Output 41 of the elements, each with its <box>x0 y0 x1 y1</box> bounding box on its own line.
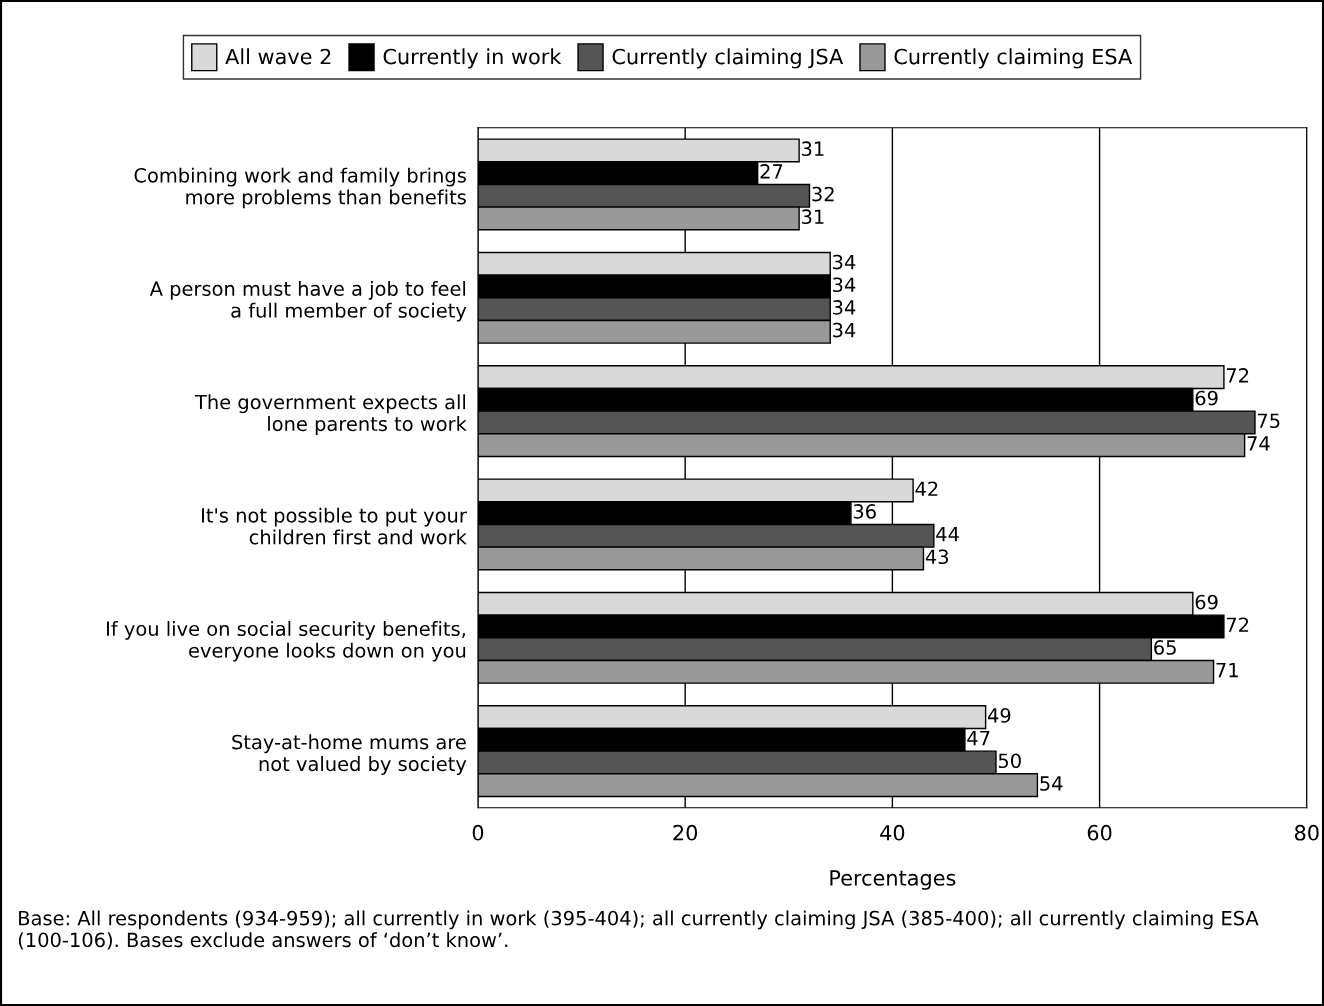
data-label: 65 <box>1154 640 1176 655</box>
x-tick-label: 0 <box>472 824 484 841</box>
legend-label: All wave 2 <box>225 48 331 65</box>
x-tick-label: 60 <box>1087 824 1112 841</box>
data-label: 34 <box>833 277 856 293</box>
data-label: 34 <box>833 322 856 338</box>
y-tick-label: Stay-at-home mums are not valued by society <box>232 734 467 775</box>
data-label: 34 <box>833 254 856 270</box>
y-tick-label: It's not possible to put your children first and work <box>202 507 467 545</box>
y-tick-label: A person must have a job to feel a full member of society <box>149 280 467 322</box>
data-label: 42 <box>915 481 938 496</box>
x-tick-label: 80 <box>1294 824 1319 841</box>
data-label: 69 <box>1195 390 1218 406</box>
data-label: 47 <box>967 731 990 746</box>
data-label: 69 <box>1195 594 1218 610</box>
x-tick-label: 20 <box>673 824 698 841</box>
data-label: 54 <box>1040 776 1063 791</box>
data-label: 44 <box>936 526 959 542</box>
data-label: 72 <box>1226 368 1249 383</box>
data-label: 43 <box>925 549 949 565</box>
x-tick-label: 40 <box>880 824 905 841</box>
legend-label: Currently claiming ESA <box>894 48 1133 69</box>
data-label: 74 <box>1247 436 1270 451</box>
data-label: 27 <box>760 164 783 179</box>
data-label: 34 <box>833 300 856 315</box>
data-label: 72 <box>1226 617 1249 632</box>
data-label: 71 <box>1216 663 1238 678</box>
data-label: 50 <box>998 753 1021 769</box>
data-label: 36 <box>853 504 876 519</box>
legend-label: Currently in work <box>383 48 562 69</box>
y-tick-label: The government expects all lone parents to work <box>194 394 467 435</box>
data-label: 32 <box>812 186 834 202</box>
data-label: 75 <box>1257 413 1280 429</box>
legend-label: Currently claiming JSA <box>612 48 844 69</box>
data-label: 31 <box>802 141 824 157</box>
text: Base: All respondents (934-959); all currently in work (395-404); all currently claiming JSA (385-400); all currently claiming ESA (100-106). Bases exclude answers of ‘don’t know’. <box>18 910 1259 950</box>
data-label: 31 <box>802 209 824 225</box>
y-tick-label: Combining work and family brings more problems than benefits <box>134 167 466 209</box>
y-tick-label: If you live on social security benefits, everyone looks down on you <box>107 621 466 662</box>
x-axis-title: Percentages <box>830 870 956 890</box>
data-label: 49 <box>987 708 1011 723</box>
